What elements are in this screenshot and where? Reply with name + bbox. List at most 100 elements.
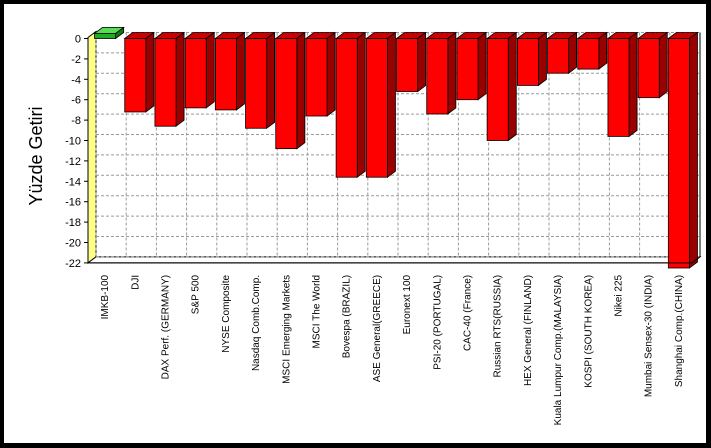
bar-side bbox=[628, 31, 638, 138]
x-category-label: HEX General (FINLAND) bbox=[523, 275, 534, 386]
x-category-label: DAX Perf. (GERMANY) bbox=[161, 275, 172, 379]
bar bbox=[123, 31, 156, 113]
y-tick-label: -12 bbox=[65, 156, 81, 168]
y-tick-label: -18 bbox=[65, 217, 81, 229]
x-category-label: S&P 500 bbox=[191, 274, 202, 314]
bar-side bbox=[326, 31, 336, 117]
bar bbox=[455, 31, 488, 101]
bar-side bbox=[236, 31, 245, 111]
x-category-labels: IMKB-100 DJI DAX Perf. (GERMANY) S&P 500 NYS… bbox=[100, 274, 685, 425]
bar-front bbox=[607, 38, 630, 137]
x-category-label: DJI bbox=[130, 275, 141, 290]
bar-side bbox=[266, 31, 276, 130]
bar-front bbox=[184, 38, 207, 109]
bar-side bbox=[387, 31, 396, 179]
chart-svg: 0 -2 -4 -6 -8 -10 -12 -14 -16 -18 -20 -22 IMKB-100 D… bbox=[26, 26, 702, 425]
x-category-label: IMKB-100 bbox=[100, 274, 111, 319]
y-tick-label: -16 bbox=[65, 197, 81, 209]
bar-side bbox=[447, 31, 457, 115]
bar-front bbox=[335, 38, 358, 178]
bar-front bbox=[577, 38, 600, 70]
bar-front bbox=[245, 38, 268, 129]
bar-front bbox=[365, 38, 388, 178]
bar-side bbox=[598, 31, 608, 70]
floor-edge bbox=[691, 256, 701, 264]
floor bbox=[86, 256, 702, 264]
chart-frame: 0 -2 -4 -6 -8 -10 -12 -14 -16 -18 -20 -22 IMKB-100 D… bbox=[4, 4, 706, 443]
y-axis-title: Yüzde Getiri bbox=[26, 106, 46, 205]
side-wall bbox=[87, 30, 97, 264]
y-tick-label: -4 bbox=[71, 74, 81, 86]
x-category-label: Nikei 225 bbox=[614, 274, 625, 316]
x-category-label: Shanghai Comp.(CHINA) bbox=[674, 275, 685, 387]
x-category-label: CAC-40 (France) bbox=[463, 275, 474, 351]
bar bbox=[425, 31, 458, 115]
bar bbox=[244, 31, 276, 130]
x-category-label: PSI-20 (PORTUGAL) bbox=[432, 275, 443, 370]
bar bbox=[304, 31, 337, 117]
x-category-label: MSCI Emerging Markets bbox=[281, 275, 292, 384]
x-category-label: Mumbai Sensex-30 (INDIA) bbox=[644, 275, 655, 397]
x-category-label: ASE General(GREECE) bbox=[372, 275, 383, 382]
bar-front bbox=[516, 38, 539, 86]
bar-side bbox=[568, 31, 578, 74]
bar-front bbox=[547, 38, 570, 74]
bar bbox=[365, 31, 397, 179]
bar-side bbox=[507, 31, 517, 142]
bar-side bbox=[145, 31, 155, 113]
x-category-label: NYSE Composite bbox=[221, 274, 232, 352]
bar bbox=[576, 31, 609, 70]
bar-front bbox=[275, 38, 298, 150]
bar-front bbox=[637, 38, 660, 99]
y-tick-label: -6 bbox=[71, 95, 81, 107]
x-category-label: MSCI The World bbox=[312, 275, 323, 349]
bar-front bbox=[154, 38, 177, 127]
axes bbox=[87, 37, 701, 264]
x-category-label: KOSPI (SOUTH KOREA) bbox=[583, 275, 594, 388]
bar-front bbox=[426, 38, 449, 115]
bar-front bbox=[486, 38, 509, 141]
bar-front bbox=[667, 38, 690, 269]
bar bbox=[183, 31, 216, 109]
y-tick-label: -2 bbox=[71, 54, 81, 66]
bar bbox=[485, 31, 518, 142]
bar-side bbox=[417, 31, 427, 93]
bar-side bbox=[658, 31, 668, 99]
bar bbox=[667, 31, 699, 269]
bar-side bbox=[205, 31, 215, 109]
bar-front bbox=[214, 38, 237, 111]
bar bbox=[274, 31, 307, 150]
bar bbox=[334, 31, 367, 179]
bar-front bbox=[94, 32, 117, 39]
bar-side bbox=[538, 31, 547, 87]
bar-side bbox=[689, 31, 698, 269]
x-category-label: Kuala Lumpur Comp.(MALAYSIA) bbox=[553, 275, 564, 425]
bar bbox=[214, 31, 246, 111]
bar-front bbox=[305, 38, 328, 117]
bar-side bbox=[296, 31, 306, 150]
bar bbox=[153, 31, 186, 128]
y-tick-label: -10 bbox=[65, 136, 81, 148]
bar bbox=[395, 31, 427, 93]
bar-side bbox=[175, 31, 185, 128]
bar-front bbox=[396, 38, 419, 92]
bar-front bbox=[456, 38, 479, 101]
bar-side bbox=[356, 31, 366, 179]
bar bbox=[93, 26, 125, 40]
bar bbox=[516, 31, 548, 87]
bar-side bbox=[477, 31, 487, 101]
y-tick-label: -20 bbox=[65, 238, 81, 250]
y-tick-label: -22 bbox=[65, 258, 81, 270]
bar-front bbox=[124, 38, 147, 113]
bars bbox=[93, 26, 699, 269]
x-category-label: Bovespa (BRAZIL) bbox=[342, 275, 353, 358]
bar bbox=[636, 31, 669, 99]
bar bbox=[546, 31, 578, 74]
y-tick-label: -8 bbox=[71, 115, 81, 127]
y-tick-label: 0 bbox=[75, 34, 81, 46]
y-tick-labels: 0 -2 -4 -6 -8 -10 -12 -14 -16 -18 -20 -22 bbox=[65, 34, 88, 270]
y-tick-label: -14 bbox=[65, 176, 81, 188]
x-category-label: Russian RTS(RUSSIA) bbox=[493, 275, 504, 378]
bar bbox=[606, 31, 639, 138]
x-category-label: Euronext 100 bbox=[402, 274, 413, 334]
